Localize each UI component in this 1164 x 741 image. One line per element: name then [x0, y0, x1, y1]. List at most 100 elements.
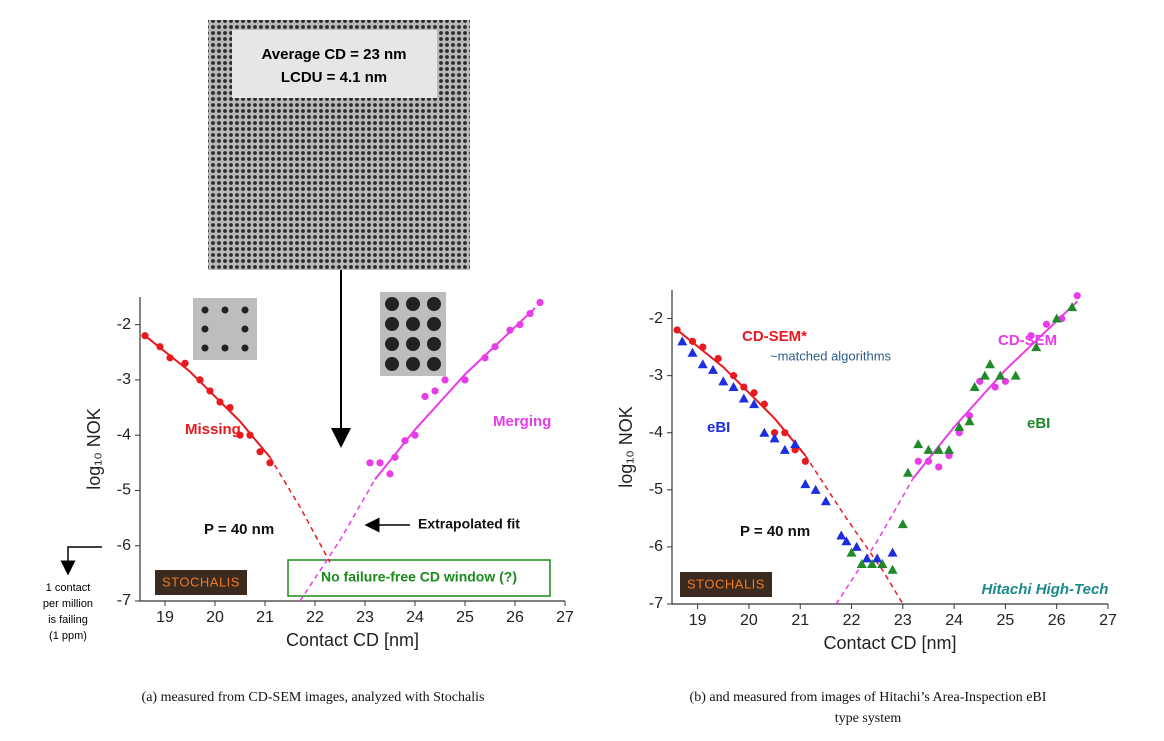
point: [800, 479, 811, 489]
y-tick-label: -4: [649, 424, 663, 441]
point: [801, 457, 809, 465]
point: [985, 359, 996, 369]
series-label: eBI: [707, 419, 730, 436]
point: [760, 400, 768, 408]
point: [206, 387, 214, 395]
point: [979, 370, 990, 380]
point: [421, 392, 429, 401]
point: [836, 530, 847, 540]
caption: (a) measured from CD-SEM images, analyze…: [142, 690, 485, 705]
point: [887, 564, 898, 574]
point: [401, 437, 409, 445]
note-text: per million: [43, 598, 93, 610]
point: [779, 444, 790, 454]
point: [846, 547, 857, 557]
y-tick-label: -2: [117, 316, 131, 333]
point: [933, 444, 944, 454]
point: [914, 457, 922, 465]
point: [256, 448, 264, 456]
point: [781, 429, 789, 437]
y-tick-label: -3: [649, 367, 663, 384]
fit-line: [299, 479, 376, 602]
point: [790, 439, 801, 449]
point: [506, 326, 514, 334]
point: [708, 364, 719, 374]
point: [749, 399, 760, 409]
annotation: No failure-free CD window (?): [321, 569, 517, 585]
sem-text: Average CD = 23 nm: [262, 46, 407, 63]
x-tick-label: 26: [1048, 612, 1066, 629]
x-tick-label: 24: [945, 612, 963, 629]
point: [750, 389, 758, 397]
x-tick-label: 23: [356, 609, 374, 626]
x-tick-label: 27: [1099, 612, 1117, 629]
point: [718, 376, 729, 386]
point: [216, 398, 224, 406]
point: [1067, 302, 1078, 312]
point: [861, 553, 872, 563]
point: [516, 321, 524, 329]
point: [181, 359, 189, 367]
point: [1051, 313, 1062, 323]
series-label: Missing: [185, 421, 241, 438]
point: [1031, 342, 1042, 352]
point: [740, 383, 748, 391]
point: [770, 429, 779, 437]
annotation: Hitachi High-Tech: [982, 581, 1109, 598]
point: [902, 467, 913, 477]
point: [156, 343, 164, 351]
annotation: P = 40 nm: [740, 523, 810, 540]
point: [266, 459, 274, 467]
point: [935, 463, 943, 471]
point: [226, 403, 234, 412]
point: [954, 422, 965, 432]
fit-line: [835, 478, 914, 605]
y-tick-label: -5: [649, 481, 663, 498]
point: [441, 376, 449, 384]
fit-line: [269, 456, 331, 563]
point: [1010, 370, 1021, 380]
point: [366, 459, 374, 467]
caption: (b) and measured from images of Hitachi’…: [690, 690, 1047, 705]
x-tick-label: 22: [306, 609, 324, 626]
x-axis-label: Contact CD [nm]: [286, 630, 419, 650]
point: [965, 412, 974, 420]
x-tick-label: 27: [556, 609, 574, 626]
point: [923, 444, 934, 454]
x-tick-label: 22: [843, 612, 861, 629]
fit-line: [912, 300, 1078, 480]
point: [810, 484, 821, 494]
y-tick-label: -7: [117, 592, 131, 609]
point: [391, 453, 399, 461]
x-tick-label: 20: [206, 609, 224, 626]
point: [491, 343, 499, 351]
note-text: (1 ppm): [49, 630, 87, 642]
point: [141, 332, 149, 340]
point: [461, 376, 469, 384]
caption: type system: [835, 711, 902, 726]
sem-label-box: [232, 30, 437, 98]
y-tick-label: -4: [117, 426, 131, 443]
x-tick-label: 21: [791, 612, 809, 629]
point: [913, 439, 924, 449]
point: [943, 444, 954, 454]
point: [699, 343, 707, 351]
point: [677, 336, 688, 346]
point: [1027, 332, 1035, 340]
x-tick-label: 19: [689, 612, 707, 629]
point: [714, 354, 722, 363]
fit-line: [144, 334, 271, 458]
point: [969, 382, 980, 392]
point: [526, 309, 534, 318]
x-tick-label: 20: [740, 612, 758, 629]
y-axis-label: log₁₀ NOK: [616, 406, 636, 488]
arrow: [60, 546, 102, 576]
x-tick-label: 26: [506, 609, 524, 626]
point: [738, 393, 749, 403]
annotation-box: [287, 559, 551, 597]
logo-box: [155, 570, 247, 595]
note-text: is failing: [48, 614, 88, 626]
fit-line: [804, 455, 904, 605]
y-tick-label: -5: [117, 482, 131, 499]
point: [964, 416, 975, 426]
